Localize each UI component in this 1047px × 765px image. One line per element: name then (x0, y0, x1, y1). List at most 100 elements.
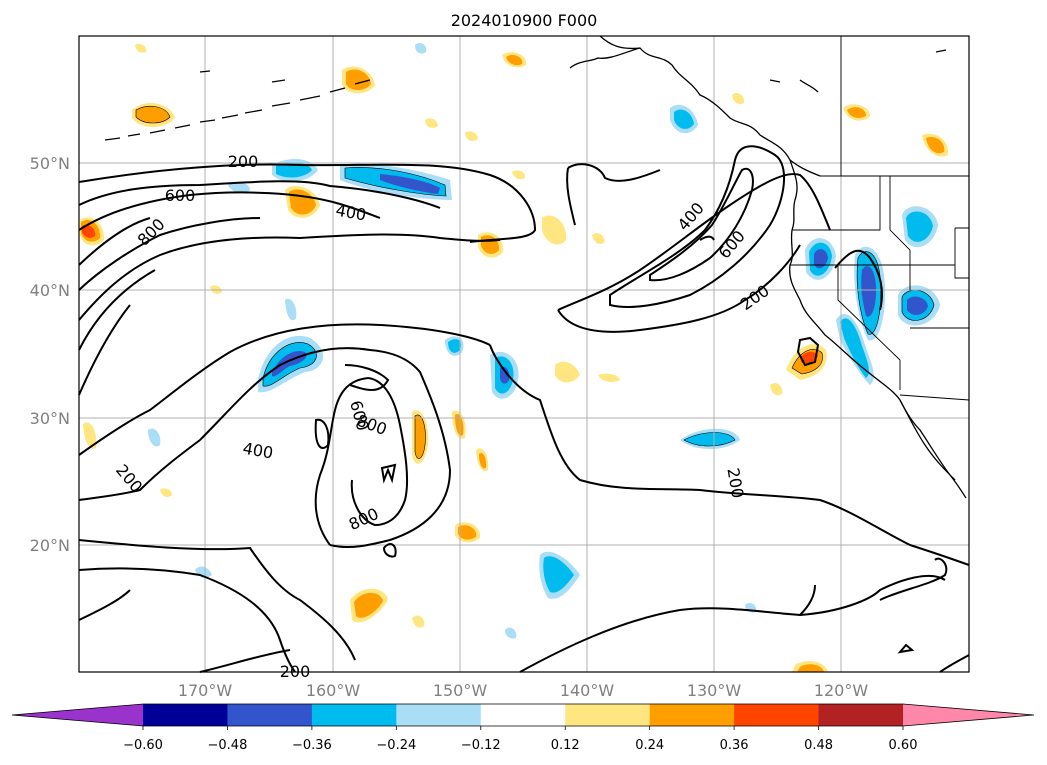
shade-area (82, 224, 96, 238)
shade-area (276, 162, 312, 178)
contour-line-200 (78, 439, 201, 501)
state-border (954, 227, 969, 279)
contour-line-200 (78, 589, 131, 621)
map-background (79, 36, 969, 672)
contour-line-200 (78, 163, 537, 243)
shade-area (136, 106, 170, 123)
shade-outline (683, 432, 736, 447)
shade-area (840, 318, 869, 378)
state-border (792, 176, 881, 231)
colorbar-under-arrow (12, 704, 143, 726)
contour-line-400 (609, 145, 786, 308)
contour-line-200 (557, 244, 801, 333)
colorbar-tick-label: −0.24 (376, 738, 416, 753)
colorbar-tick-label: 0.48 (804, 738, 833, 753)
contour-line-200 (796, 336, 820, 367)
contour-line-800 (350, 377, 409, 527)
mexico-border (899, 394, 970, 401)
shade-outline (414, 414, 426, 459)
colorbar-segment (480, 704, 566, 726)
colorbar-tick-label: 0.36 (720, 738, 749, 753)
contour-line-inner (78, 233, 501, 321)
contour-line-200 (557, 173, 831, 311)
colorbar-tick-label: 0.60 (889, 738, 918, 753)
shade-area (135, 43, 147, 53)
shade-area (285, 298, 297, 321)
negative-anomaly-fills (148, 42, 940, 639)
longitude-label: 160°W (306, 681, 361, 700)
contour-label: 600 (165, 186, 196, 205)
latitude-labels: 50°N 40°N 30°N 20°N (30, 154, 70, 555)
colorbar-segment (649, 704, 735, 726)
political-borders (790, 36, 970, 401)
contour-lines (78, 145, 970, 673)
baja-coast (899, 399, 956, 481)
contour-line-800 (78, 217, 151, 266)
longitude-label: 120°W (814, 681, 869, 700)
shade-area (415, 42, 427, 54)
contour-line-inner (380, 463, 397, 484)
latitude-label: 20°N (30, 536, 70, 555)
contour-line-inner (78, 269, 156, 351)
contour-line-800 (699, 235, 715, 241)
colorbar-tick-label: −0.36 (292, 738, 332, 753)
shade-area (861, 266, 877, 317)
alaska-coast (599, 35, 821, 177)
shade-area (847, 107, 866, 118)
contour-line-inner (382, 543, 397, 558)
map-title: 2024010900 F000 (451, 11, 598, 30)
contour-line-200 (799, 584, 816, 616)
shade-outline (135, 105, 171, 124)
contour-line-inner (78, 304, 131, 396)
shade-area (907, 296, 928, 315)
colorbar: −0.60 −0.48 −0.36 −0.24 −0.12 0.12 0.24 0.36 0.4… (11, 703, 1035, 753)
shade-area (797, 664, 824, 672)
shade-area (412, 615, 425, 628)
contour-line-400 (199, 347, 452, 549)
alaska-peninsula (569, 47, 641, 69)
shade-area (592, 233, 605, 245)
shade-area (800, 351, 818, 364)
shade-area (555, 361, 580, 383)
shade-area (505, 627, 517, 639)
contour-line-400 (78, 191, 381, 231)
contour-line-600 (649, 167, 754, 282)
shade-area (415, 414, 426, 459)
contour-line-600 (78, 180, 441, 209)
positive-anomaly-fills (80, 43, 949, 672)
shade-area (926, 136, 945, 154)
shade-area (506, 54, 523, 66)
island (199, 70, 211, 73)
colorbar-segment (143, 704, 228, 726)
state-border (889, 176, 911, 290)
contour-line-200 (78, 539, 356, 661)
island (935, 49, 947, 53)
shade-area (148, 428, 161, 447)
shade-outline (901, 289, 935, 321)
longitude-labels: 170°W 160°W 150°W 140°W 130°W 120°W (178, 681, 869, 700)
contour-line-200 (897, 643, 915, 654)
colorbar-tick-label: −0.60 (123, 738, 163, 753)
contour-line-200 (879, 557, 948, 601)
colorbar-segment (818, 704, 904, 726)
shade-area (732, 92, 745, 105)
contour-line-inner (344, 364, 390, 391)
colorbar-over-arrow (903, 704, 1034, 726)
colorbar-segment (227, 704, 313, 726)
shade-area (674, 109, 694, 129)
aleutian-islands (104, 79, 371, 141)
shade-area (354, 592, 383, 618)
island (769, 79, 781, 83)
shade-outline (262, 342, 317, 387)
shade-area (543, 556, 574, 593)
contour-line-200 (567, 163, 661, 182)
colorbar-tick-label: 0.12 (551, 738, 580, 753)
shade-area (83, 422, 97, 449)
contour-line-200 (78, 567, 296, 673)
shade-area (598, 373, 620, 383)
contour-label: 200 (228, 152, 259, 171)
contour-line-200 (199, 649, 291, 673)
contour-line-200 (519, 574, 946, 673)
latitude-label: 50°N (30, 154, 70, 173)
